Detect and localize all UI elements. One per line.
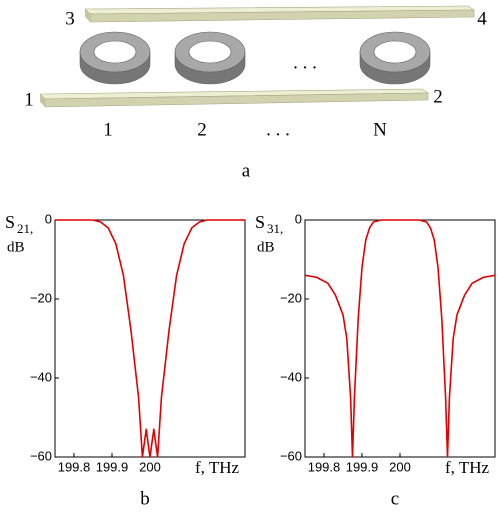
ring-label: N: [373, 119, 387, 140]
y-tick-label: 0: [45, 211, 52, 226]
y-tick-label: −40: [30, 369, 52, 384]
ring-resonators: [79, 31, 431, 85]
port-label: 4: [477, 8, 487, 29]
y-tick-label: 0: [295, 211, 302, 226]
y-tick-label: −20: [280, 290, 302, 305]
x-tick-label: 199.9: [96, 459, 129, 474]
x-axis-label: f, THz: [445, 458, 490, 477]
y-tick-label: −60: [280, 448, 302, 463]
x-tick-label: 199.8: [58, 459, 91, 474]
ring-dots: . . .: [293, 52, 317, 73]
ring-label: 2: [197, 119, 207, 140]
y-tick-label: −40: [280, 369, 302, 384]
x-tick-label: 199.8: [308, 459, 341, 474]
response-curve: [304, 219, 496, 458]
x-tick-label: 200: [139, 459, 161, 474]
ring-label: . . .: [266, 119, 290, 140]
y-axis-label-subscript: 31,: [267, 221, 283, 236]
y-tick-label: −60: [30, 448, 52, 463]
ring-label: 1: [103, 119, 113, 140]
port-label: 3: [65, 8, 75, 29]
y-axis-label-symbol: S: [5, 212, 15, 232]
bus-waveguide-top: [84, 5, 475, 23]
plot-frame: [304, 219, 496, 458]
ring: [79, 31, 151, 85]
y-tick-label: −20: [30, 290, 52, 305]
port-label: 1: [24, 89, 34, 110]
y-axis-label-unit: dB: [257, 239, 275, 255]
panel-label: b: [140, 488, 150, 509]
plot-frame: [54, 219, 246, 458]
y-axis-label-subscript: 21,: [17, 221, 33, 236]
ring: [174, 31, 246, 85]
x-axis-label: f, THz: [195, 458, 240, 477]
y-axis-label-symbol: S: [255, 212, 265, 232]
panel-label: c: [391, 488, 399, 509]
panel-label: a: [242, 160, 251, 181]
response-curve: [55, 219, 245, 458]
x-tick-label: 200: [389, 459, 411, 474]
port-label: 2: [433, 86, 443, 107]
bus-waveguide-bottom: [39, 88, 429, 108]
ring: [359, 31, 431, 85]
x-tick-label: 199.9: [346, 459, 379, 474]
y-axis-label-unit: dB: [7, 239, 25, 255]
